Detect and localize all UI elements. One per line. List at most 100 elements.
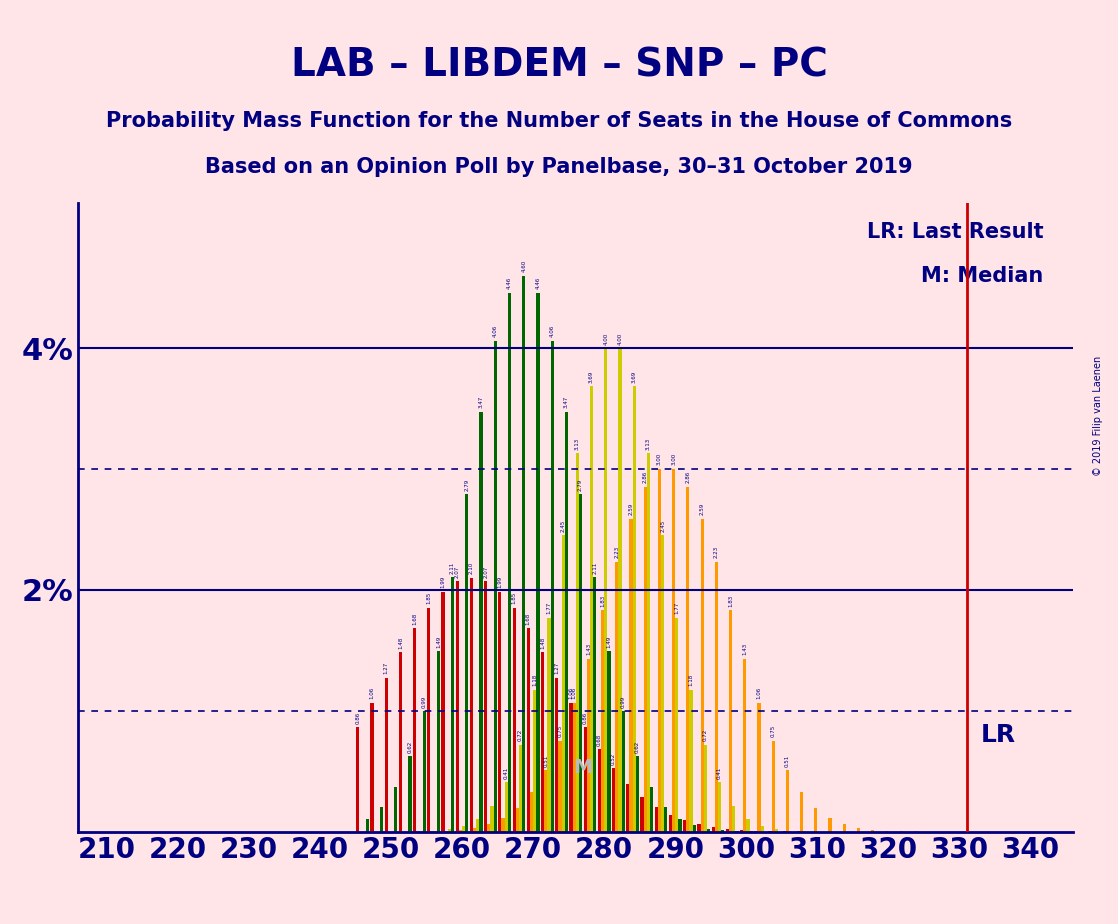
Bar [537,293,540,832]
Bar [499,591,502,832]
Bar [522,275,525,832]
Text: LR: LR [980,723,1016,747]
Text: 0.75: 0.75 [558,724,562,737]
Bar [828,818,832,832]
Bar [672,469,675,832]
Bar [594,578,596,832]
Text: 3.13: 3.13 [575,437,580,450]
Bar [721,831,724,832]
Text: 1.49: 1.49 [436,636,440,648]
Bar [732,806,736,832]
Text: 1.49: 1.49 [606,636,612,648]
Text: 4.00: 4.00 [604,333,608,345]
Bar [502,818,504,832]
Bar [470,578,473,832]
Text: 1.06: 1.06 [568,687,574,699]
Text: 1.99: 1.99 [498,576,502,588]
Text: 3.00: 3.00 [671,454,676,466]
Bar [451,578,454,832]
Text: 3.47: 3.47 [563,396,569,408]
Text: 1.43: 1.43 [586,643,591,655]
Bar [618,348,622,832]
Text: 2.07: 2.07 [455,565,459,578]
Text: 4.00: 4.00 [617,333,623,345]
Text: 0.51: 0.51 [543,755,548,767]
Bar [601,611,604,832]
Text: 1.77: 1.77 [674,602,680,614]
Bar [565,412,568,832]
Bar [729,611,732,832]
Bar [445,831,448,832]
Text: 0.41: 0.41 [717,767,722,779]
Text: 1.85: 1.85 [426,591,432,604]
Bar [626,784,629,832]
Bar [871,830,874,832]
Text: Based on an Opinion Poll by Panelbase, 30–31 October 2019: Based on an Opinion Poll by Panelbase, 3… [206,157,912,177]
Text: 2.59: 2.59 [700,504,704,516]
Bar [686,487,690,832]
Text: 0.52: 0.52 [612,752,616,765]
Text: 0.72: 0.72 [518,729,523,741]
Bar [612,769,615,832]
Bar [607,651,610,832]
Text: 1.06: 1.06 [757,687,761,699]
Text: 2.07: 2.07 [483,565,489,578]
Bar [771,741,775,832]
Bar [615,562,618,832]
Bar [465,494,468,832]
Text: 1.68: 1.68 [525,613,531,625]
Bar [476,820,480,832]
Text: 2.86: 2.86 [643,470,647,483]
Bar [775,830,778,832]
Bar [572,703,576,832]
Bar [726,829,729,832]
Text: 2.23: 2.23 [614,546,619,558]
Bar [530,792,533,832]
Bar [714,562,718,832]
Bar [740,830,743,832]
Text: 1.85: 1.85 [512,591,517,604]
Text: 2.59: 2.59 [628,504,634,516]
Text: 0.75: 0.75 [770,724,776,737]
Text: 2.45: 2.45 [660,519,665,532]
Text: 2.11: 2.11 [451,561,455,574]
Text: 1.83: 1.83 [600,594,605,607]
Bar [413,628,416,832]
Text: 0.99: 0.99 [421,696,427,708]
Bar [590,386,594,832]
Bar [856,828,860,832]
Bar [800,792,803,832]
Bar [458,830,462,832]
Bar [747,820,749,832]
Text: 0.86: 0.86 [356,711,360,723]
Bar [814,808,817,832]
Bar [755,831,757,832]
Bar [584,727,587,832]
Bar [598,749,601,832]
Bar [690,689,693,832]
Bar [576,454,579,832]
Bar [604,348,607,832]
Text: 0.62: 0.62 [407,740,413,753]
Text: 1.43: 1.43 [742,643,747,655]
Bar [423,711,426,832]
Bar [508,293,511,832]
Text: Probability Mass Function for the Number of Seats in the House of Commons: Probability Mass Function for the Number… [106,111,1012,131]
Bar [664,808,667,832]
Bar [569,703,572,832]
Text: 4.46: 4.46 [506,277,512,289]
Bar [885,831,889,832]
Text: 2.86: 2.86 [685,470,691,483]
Bar [636,757,639,832]
Text: 3.69: 3.69 [632,371,637,383]
Bar [544,771,548,832]
Text: 4.06: 4.06 [550,325,555,337]
Text: 1.68: 1.68 [413,613,417,625]
Text: 1.99: 1.99 [440,576,446,588]
Bar [683,821,686,832]
Text: 2.11: 2.11 [593,561,597,574]
Bar [473,828,476,832]
Text: 0.72: 0.72 [703,729,708,741]
Bar [760,826,764,832]
Bar [701,519,703,832]
